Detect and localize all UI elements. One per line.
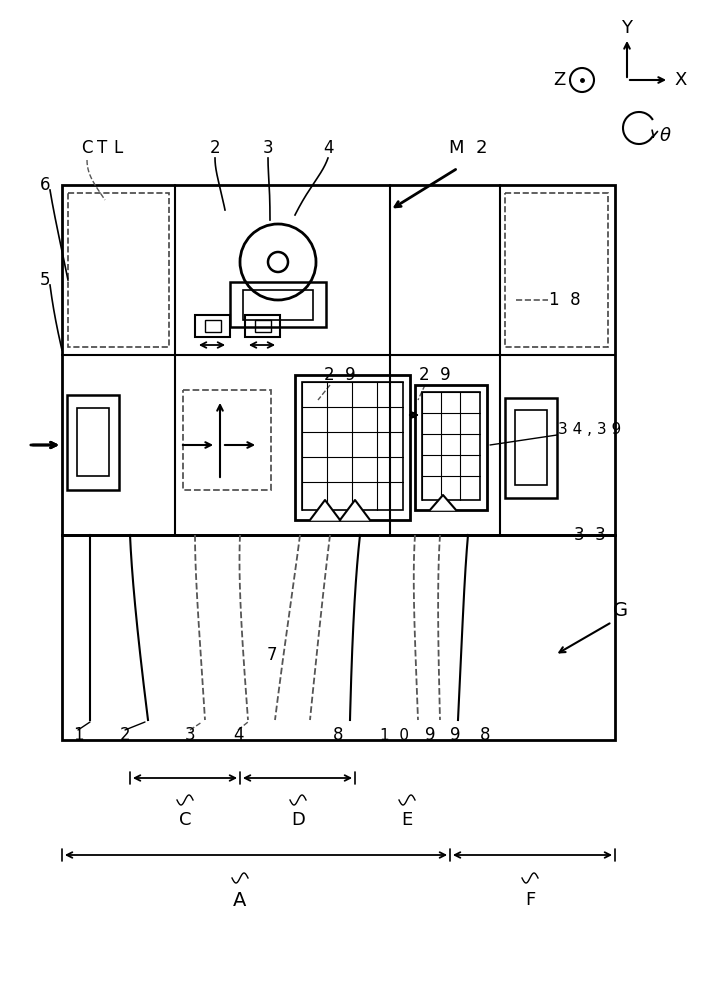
Polygon shape [310, 500, 340, 520]
Text: G: G [612, 600, 627, 619]
Text: 6: 6 [39, 176, 50, 194]
Text: 9: 9 [425, 726, 435, 744]
Text: 5: 5 [39, 271, 50, 289]
Polygon shape [430, 495, 456, 510]
Text: 8: 8 [479, 726, 490, 744]
Bar [67, 395, 119, 490]
Text: E: E [401, 811, 413, 829]
Text: Z: Z [553, 71, 565, 89]
Text: 1  8: 1 8 [549, 291, 581, 309]
Bar [183, 390, 271, 490]
Text: $\theta$: $\theta$ [659, 127, 672, 145]
Text: T: T [97, 139, 107, 157]
Text: C: C [81, 139, 93, 157]
Bar [505, 398, 557, 498]
Bar [505, 193, 608, 347]
Text: 7: 7 [267, 646, 277, 664]
Text: X: X [675, 71, 687, 89]
Text: 2  9: 2 9 [324, 366, 356, 384]
Bar [68, 193, 169, 347]
Text: 4: 4 [233, 726, 244, 744]
Text: 3: 3 [184, 726, 195, 744]
Bar [515, 410, 547, 485]
Bar [245, 315, 280, 337]
Text: L: L [113, 139, 122, 157]
Bar [422, 392, 480, 500]
Polygon shape [340, 500, 370, 520]
Bar [195, 315, 230, 337]
Text: F: F [525, 891, 535, 909]
Text: A: A [233, 890, 246, 910]
Bar [295, 375, 410, 520]
Text: 4: 4 [322, 139, 333, 157]
Text: M  2: M 2 [448, 139, 487, 157]
Bar [62, 185, 615, 535]
Bar [243, 290, 313, 320]
Bar [255, 320, 271, 332]
Bar [415, 385, 487, 510]
Text: Y: Y [622, 19, 632, 37]
Text: 2: 2 [210, 139, 220, 157]
Text: 8: 8 [333, 726, 344, 744]
Text: C: C [179, 811, 191, 829]
Text: 1: 1 [73, 726, 83, 744]
Text: 2  9: 2 9 [419, 366, 451, 384]
Text: 2: 2 [120, 726, 130, 744]
Text: 3 4 , 3 9: 3 4 , 3 9 [558, 422, 622, 438]
Text: 3  3: 3 3 [574, 526, 606, 544]
Bar [205, 320, 221, 332]
Text: D: D [291, 811, 305, 829]
Bar [62, 535, 615, 740]
Bar [77, 408, 109, 476]
Bar [302, 382, 403, 510]
Text: 1  0: 1 0 [380, 728, 410, 742]
Bar [230, 282, 326, 327]
Text: 9: 9 [450, 726, 460, 744]
Text: 3: 3 [263, 139, 273, 157]
